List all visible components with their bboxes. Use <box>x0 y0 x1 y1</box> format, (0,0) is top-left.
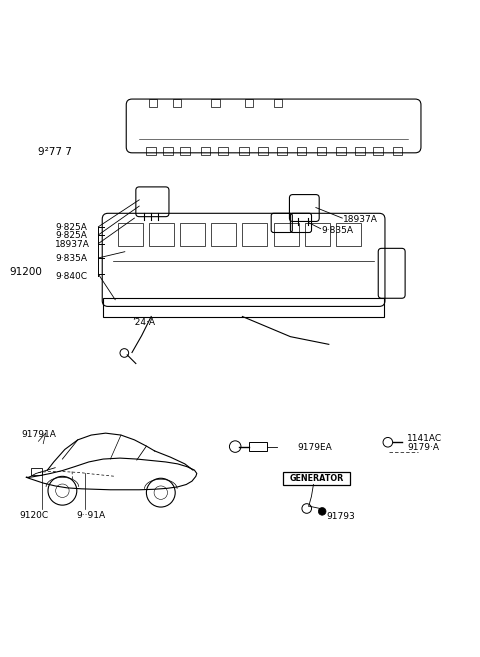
Bar <box>336 147 346 155</box>
Text: GENERATOR: GENERATOR <box>289 474 344 483</box>
Bar <box>274 223 299 246</box>
Text: 18937A: 18937A <box>343 215 378 223</box>
Bar <box>31 468 42 476</box>
Bar <box>373 147 383 155</box>
Text: 9²77 7: 9²77 7 <box>38 147 72 157</box>
Text: 9·840C: 9·840C <box>55 272 87 281</box>
Bar <box>305 223 330 246</box>
Bar <box>149 223 174 246</box>
Text: 9·835A: 9·835A <box>322 225 354 235</box>
Bar <box>239 147 249 155</box>
Bar <box>245 99 253 107</box>
Bar <box>180 147 190 155</box>
Text: 18937A: 18937A <box>55 240 90 249</box>
Text: 9·825A: 9·825A <box>55 223 87 232</box>
Text: 9120C: 9120C <box>19 511 48 520</box>
Circle shape <box>318 508 326 515</box>
Text: 9··91A: 9··91A <box>77 511 106 520</box>
Bar <box>118 223 143 246</box>
Text: ’24·A: ’24·A <box>132 318 155 327</box>
Text: 9·825A: 9·825A <box>55 231 87 240</box>
Bar <box>173 99 181 107</box>
Bar <box>277 147 287 155</box>
Bar <box>249 442 267 451</box>
Bar <box>163 147 173 155</box>
Bar <box>283 472 350 484</box>
Bar <box>211 99 220 107</box>
Bar <box>218 147 228 155</box>
Bar <box>146 147 156 155</box>
Text: 9179EA: 9179EA <box>298 443 332 452</box>
Bar <box>211 223 236 246</box>
Text: 91200: 91200 <box>10 267 42 277</box>
Text: 91791A: 91791A <box>22 430 57 439</box>
Text: 9179·A: 9179·A <box>407 443 439 451</box>
Bar <box>149 99 157 107</box>
Text: 9·835A: 9·835A <box>55 254 87 263</box>
Bar <box>355 147 365 155</box>
Bar <box>258 147 268 155</box>
Bar <box>103 298 384 317</box>
Text: 1141AC: 1141AC <box>407 434 442 443</box>
Bar <box>317 147 326 155</box>
Text: 91793: 91793 <box>326 512 355 521</box>
Bar <box>242 223 267 246</box>
Bar <box>393 147 402 155</box>
Bar <box>297 147 306 155</box>
Bar <box>274 99 282 107</box>
Bar <box>201 147 210 155</box>
Bar <box>336 223 361 246</box>
Bar <box>180 223 205 246</box>
